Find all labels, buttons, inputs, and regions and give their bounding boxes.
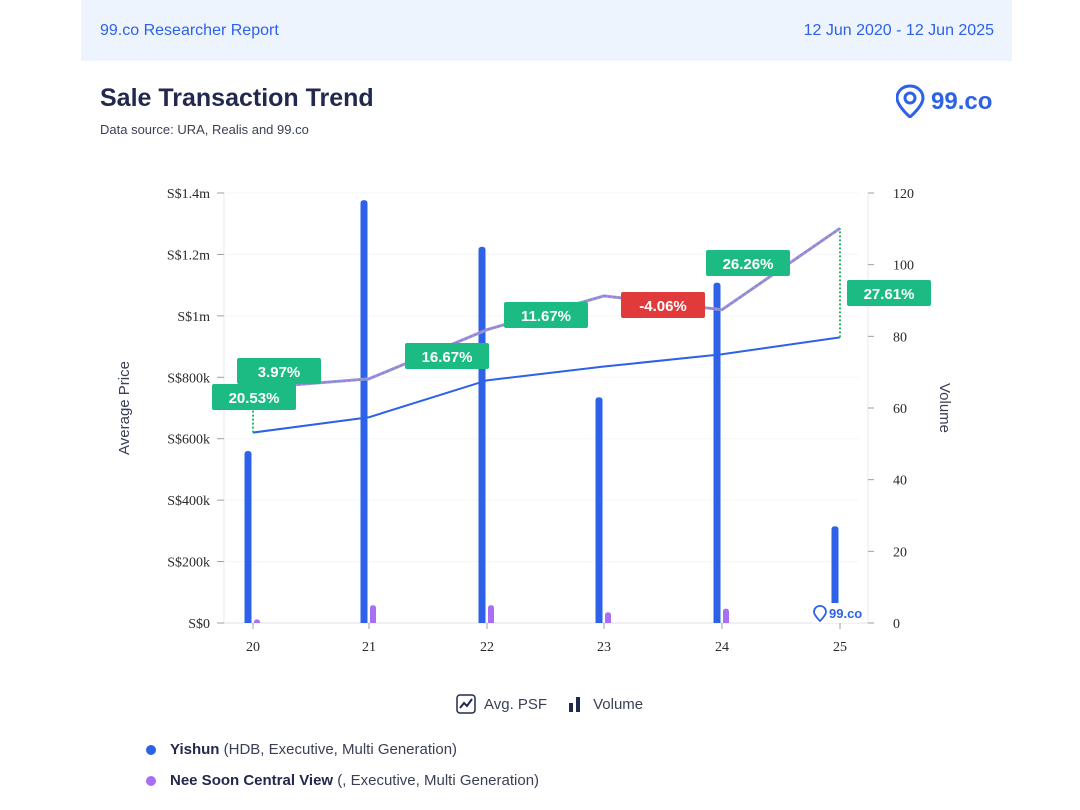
location-pin-icon <box>896 84 925 118</box>
premium-badge-label: 27.61% <box>864 286 915 303</box>
premium-badge-label: 16.67% <box>422 349 473 366</box>
y-left-tick-label: S$200k <box>167 556 210 571</box>
brand-logo: 99.co <box>896 84 992 118</box>
premium-badge <box>847 280 931 306</box>
left-axis-ticks: S$0 S$200k S$400k S$600k S$800k S$1m S$1.2m S$1… <box>167 187 224 632</box>
series-name: Yishun <box>170 741 220 758</box>
left-axis-label: Average Price <box>116 361 133 455</box>
y-right-tick-label: 80 <box>893 330 907 345</box>
series-dot-icon <box>146 744 156 755</box>
y-left-tick-label: S$400k <box>167 494 210 509</box>
y-right-tick-label: 0 <box>893 617 900 632</box>
legend-volume-label: Volume <box>593 695 644 713</box>
series-detail: (HDB, Executive, Multi Generation) <box>223 741 458 758</box>
report-header: 99.co Researcher Report 12 Jun 2020 - 12… <box>81 0 1012 61</box>
premium-badge-label: 11.67% <box>521 308 571 325</box>
y-left-tick-label: S$600k <box>167 433 210 448</box>
series-dot-icon <box>146 775 156 786</box>
x-tick-label: 22 <box>480 640 494 655</box>
x-tick-label: 23 <box>597 640 611 655</box>
volume-bar-yishun <box>713 282 721 623</box>
x-tick-label: 20 <box>246 640 260 655</box>
legend-avg-psf-label: Avg. PSF <box>484 695 548 713</box>
series-legend-nee-soon: Nee Soon Central View (, Executive, Mult… <box>146 772 539 789</box>
y-right-tick-label: 100 <box>893 259 914 274</box>
volume-bar-yishun <box>360 200 368 623</box>
date-range: 12 Jun 2020 - 12 Jun 2025 <box>803 21 994 39</box>
right-axis-label: Volume <box>936 383 953 433</box>
legend-volume[interactable]: Volume <box>567 695 643 713</box>
bar-chart-icon <box>569 697 581 712</box>
premium-badge <box>621 292 705 318</box>
page-title: Sale Transaction Trend <box>100 84 374 112</box>
data-source: Data source: URA, Realis and 99.co <box>100 122 309 137</box>
line-chart-icon <box>456 694 476 714</box>
premium-badge <box>212 384 296 410</box>
y-left-tick-label: S$1m <box>177 310 210 325</box>
premium-badge <box>237 358 321 384</box>
legend-avg-psf[interactable]: Avg. PSF <box>456 694 547 714</box>
premium-badge-label: 20.53% <box>229 390 280 407</box>
x-axis-ticks: 20 21 22 23 24 25 <box>246 623 847 655</box>
y-left-tick-label: S$1.2m <box>167 248 210 263</box>
volume-bar-yishun <box>244 451 252 623</box>
location-pin-icon <box>813 605 827 623</box>
series-detail: (, Executive, Multi Generation) <box>337 772 540 789</box>
premium-badges: 20.53% 3.97% 16.67% 11.67% -4.06% 26.26% 27.61… <box>212 250 931 410</box>
series-legend-yishun: Yishun (HDB, Executive, Multi Generation… <box>146 741 457 758</box>
volume-bar-nee-soon <box>254 619 260 623</box>
logo-text: 99.co <box>931 88 992 115</box>
y-right-tick-label: 20 <box>893 545 907 560</box>
transaction-chart: S$0 S$200k S$400k S$600k S$800k S$1m S$1.2m S$1… <box>116 187 953 655</box>
y-left-tick-label: S$0 <box>188 617 210 632</box>
volume-bar-nee-soon <box>370 605 376 623</box>
chart-legend: Avg. PSF Volume <box>456 694 653 714</box>
volume-bar-yishun <box>595 397 603 623</box>
y-right-tick-label: 40 <box>893 474 907 489</box>
x-tick-label: 25 <box>833 640 847 655</box>
volume-bar-nee-soon <box>723 608 729 623</box>
premium-badge <box>504 302 588 328</box>
price-line-yishun <box>252 336 841 434</box>
premium-badge-label: 26.26% <box>723 256 774 273</box>
premium-badge-label: 3.97% <box>258 364 301 381</box>
y-left-tick-label: S$800k <box>167 371 210 386</box>
volume-bars <box>244 200 847 623</box>
series-name: Nee Soon Central View <box>170 772 334 789</box>
volume-bar-nee-soon <box>488 605 494 623</box>
y-left-tick-label: S$1.4m <box>167 187 210 202</box>
x-tick-label: 24 <box>715 640 729 655</box>
volume-bar-nee-soon <box>605 612 611 623</box>
y-right-tick-label: 120 <box>893 187 914 202</box>
volume-bar-yishun <box>831 526 839 623</box>
volume-bar-yishun <box>478 246 486 623</box>
premium-badge-label: -4.06% <box>639 298 687 315</box>
premium-badge <box>405 343 489 369</box>
right-axis-ticks: 0 20 40 60 80 100 120 <box>868 187 914 632</box>
x-tick-label: 21 <box>362 640 376 655</box>
y-right-tick-label: 60 <box>893 402 907 417</box>
premium-badge <box>706 250 790 276</box>
chart-watermark: 99.co <box>810 603 862 623</box>
watermark-text: 99.co <box>829 606 862 621</box>
report-title: 99.co Researcher Report <box>100 21 279 39</box>
